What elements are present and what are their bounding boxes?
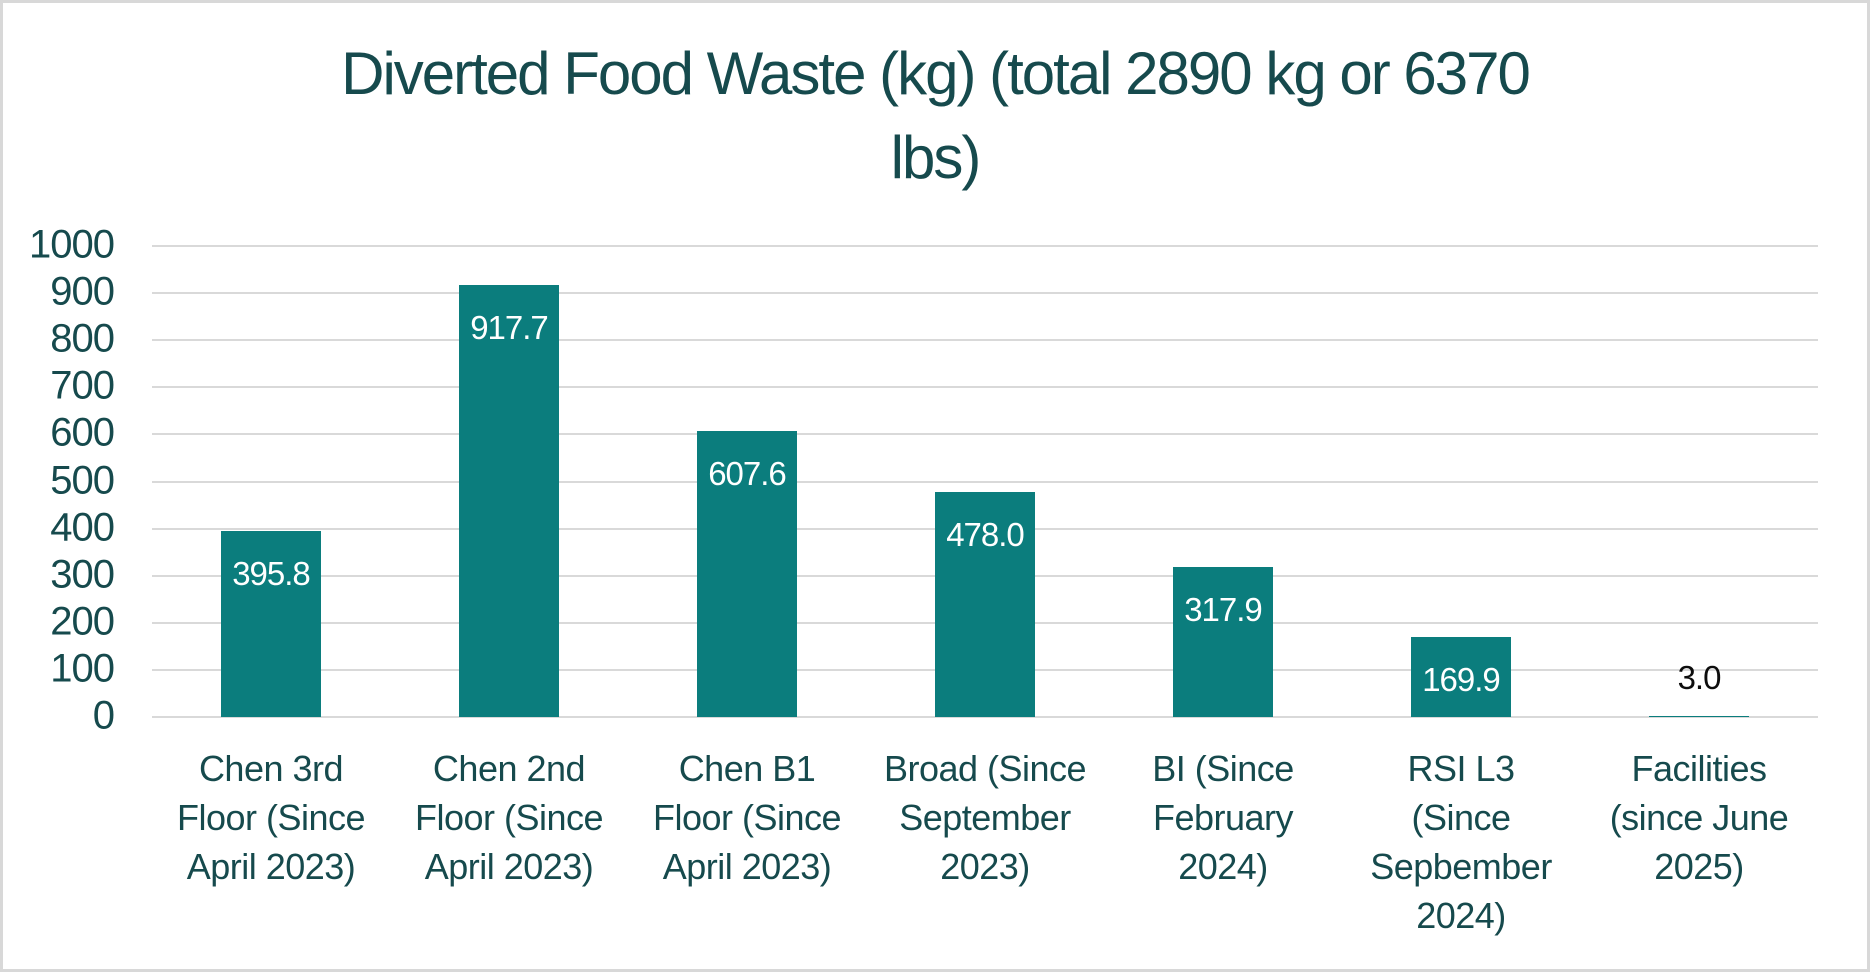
category-label: Chen 2nd Floor (Since April 2023) xyxy=(414,748,604,887)
gridline xyxy=(152,386,1818,389)
y-tick-label: 1000 xyxy=(29,222,115,267)
category-label: BI (Since February 2024) xyxy=(1152,748,1294,887)
bar-value-label: 395.8 xyxy=(232,554,311,592)
bar: 317.9 xyxy=(1173,567,1273,717)
y-tick-label: 400 xyxy=(50,505,115,550)
gridline xyxy=(152,433,1818,436)
gridline xyxy=(152,292,1818,295)
y-tick-label: 900 xyxy=(50,269,115,314)
bar: 395.8 xyxy=(221,530,321,717)
bar-value-label: 169.9 xyxy=(1422,660,1501,698)
y-tick-label: 100 xyxy=(50,646,115,691)
category-label: Broad (Since September 2023) xyxy=(883,748,1087,887)
y-tick-label: 500 xyxy=(50,458,115,503)
bar: 478.0 xyxy=(935,491,1035,717)
y-tick-label: 300 xyxy=(50,552,115,597)
bar: 607.6 xyxy=(697,430,797,717)
category-label: Chen 3rd Floor (Since April 2023) xyxy=(176,748,366,887)
bar-value-label: 917.7 xyxy=(470,308,549,346)
chart-title: Diverted Food Waste (kg) (total 2890 kg … xyxy=(341,40,1531,191)
category-label: Chen B1 Floor (Since April 2023) xyxy=(652,748,842,887)
y-tick-label: 600 xyxy=(50,410,115,455)
bar: 169.9 xyxy=(1411,636,1511,717)
gridline xyxy=(152,339,1818,342)
category-label: RSI L3 (Since Sepbember 2024) xyxy=(1370,748,1552,936)
bar-value-label: 607.6 xyxy=(708,454,787,492)
y-tick-label: 700 xyxy=(50,363,115,408)
bar-value-label: 3.0 xyxy=(1677,658,1722,696)
gridline xyxy=(152,480,1818,483)
bar-value-label: 317.9 xyxy=(1184,591,1263,629)
y-tick-label: 200 xyxy=(50,599,115,644)
gridline xyxy=(152,245,1818,247)
bar: 917.7 xyxy=(459,284,559,717)
y-tick-label: 0 xyxy=(92,693,115,738)
category-label: Facilities (since June 2025) xyxy=(1609,748,1789,887)
bar: 3.0 xyxy=(1649,661,1749,717)
bar-value-label: 478.0 xyxy=(946,515,1025,553)
y-tick-label: 800 xyxy=(50,316,115,361)
gridline xyxy=(152,716,1818,718)
